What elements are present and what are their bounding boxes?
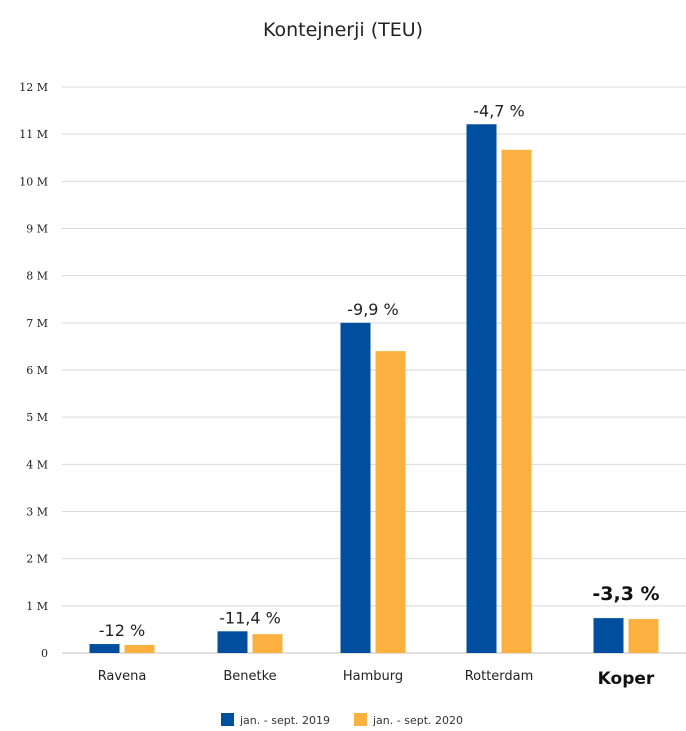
bar-hamburg-series-1 xyxy=(340,322,371,653)
change-label: -9,9 % xyxy=(347,300,399,319)
bar-rotterdam-series-1 xyxy=(466,124,497,654)
bar-koper-series-1 xyxy=(593,618,624,653)
change-label: -12 % xyxy=(99,621,145,640)
legend: jan. - sept. 2019 jan. - sept. 2020 xyxy=(221,713,463,727)
bar-koper-series-2 xyxy=(628,619,659,653)
y-tick-label: 11 M xyxy=(19,128,48,141)
y-tick-label: 4 M xyxy=(26,458,48,471)
bar-hamburg-series-2 xyxy=(375,351,406,653)
legend-label: jan. - sept. 2020 xyxy=(372,714,463,727)
y-tick-label: 12 M xyxy=(19,81,48,94)
x-tick-label: Benetke xyxy=(223,669,276,684)
chart-title: Kontejnerji (TEU) xyxy=(263,19,423,41)
y-tick-label: 7 M xyxy=(26,317,48,330)
bar-rotterdam-series-2 xyxy=(501,149,532,653)
change-label: -4,7 % xyxy=(473,101,525,120)
legend-swatch xyxy=(221,713,234,726)
y-tick-label: 6 M xyxy=(26,364,48,377)
x-tick-label: Ravena xyxy=(98,669,147,684)
y-tick-label: 10 M xyxy=(19,175,48,188)
y-tick-label: 9 M xyxy=(26,223,48,236)
change-label: -3,3 % xyxy=(592,583,659,605)
y-tick-label: 0 xyxy=(41,647,48,660)
x-tick-label: Rotterdam xyxy=(465,669,534,684)
bar-benetke-series-1 xyxy=(217,631,248,653)
legend-label: jan. - sept. 2019 xyxy=(239,714,330,727)
bar-ravena-series-2 xyxy=(124,644,155,653)
y-tick-label: 8 M xyxy=(26,270,48,283)
change-label: -11,4 % xyxy=(219,608,281,627)
x-tick-label: Hamburg xyxy=(343,669,403,684)
x-tick-label: Koper xyxy=(598,669,655,689)
y-tick-label: 3 M xyxy=(26,506,48,519)
bar-benetke-series-2 xyxy=(252,634,283,653)
y-tick-label: 2 M xyxy=(26,553,48,566)
legend-swatch xyxy=(354,713,367,726)
bar-ravena-series-1 xyxy=(89,644,120,653)
y-tick-label: 5 M xyxy=(26,411,48,424)
y-tick-label: 1 M xyxy=(26,600,48,613)
